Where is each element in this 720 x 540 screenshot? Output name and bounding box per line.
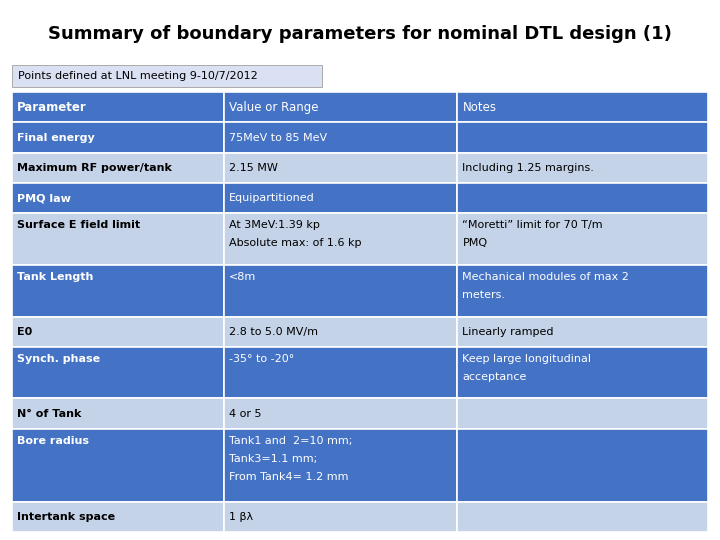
FancyBboxPatch shape	[457, 265, 708, 316]
Text: Bore radius: Bore radius	[17, 436, 89, 446]
Text: 75MeV to 85 MeV: 75MeV to 85 MeV	[229, 132, 328, 143]
Text: 4 or 5: 4 or 5	[229, 409, 262, 419]
Text: Including 1.25 margins.: Including 1.25 margins.	[462, 163, 594, 173]
Text: Linearly ramped: Linearly ramped	[462, 327, 554, 337]
FancyBboxPatch shape	[225, 265, 457, 316]
FancyBboxPatch shape	[457, 429, 708, 502]
Text: Final energy: Final energy	[17, 132, 95, 143]
Text: Equipartitioned: Equipartitioned	[229, 193, 315, 203]
FancyBboxPatch shape	[12, 92, 225, 123]
FancyBboxPatch shape	[12, 213, 225, 265]
FancyBboxPatch shape	[457, 347, 708, 399]
FancyBboxPatch shape	[12, 265, 225, 316]
FancyBboxPatch shape	[457, 92, 708, 123]
FancyBboxPatch shape	[225, 153, 457, 183]
FancyBboxPatch shape	[12, 502, 225, 532]
FancyBboxPatch shape	[225, 316, 457, 347]
FancyBboxPatch shape	[225, 123, 457, 153]
Text: 2.8 to 5.0 MV/m: 2.8 to 5.0 MV/m	[229, 327, 318, 337]
FancyBboxPatch shape	[12, 347, 225, 399]
Text: <8m: <8m	[229, 272, 256, 282]
Text: Tank Length: Tank Length	[17, 272, 94, 282]
Text: At 3MeV:1.39 kp
Absolute max: of 1.6 kp: At 3MeV:1.39 kp Absolute max: of 1.6 kp	[229, 220, 361, 248]
Text: Parameter: Parameter	[17, 100, 86, 114]
Text: Synch. phase: Synch. phase	[17, 354, 100, 364]
FancyBboxPatch shape	[457, 123, 708, 153]
FancyBboxPatch shape	[12, 65, 322, 87]
Text: Tank1 and  2=10 mm;
Tank3=1.1 mm;
From Tank4= 1.2 mm: Tank1 and 2=10 mm; Tank3=1.1 mm; From Ta…	[229, 436, 353, 482]
FancyBboxPatch shape	[457, 183, 708, 213]
FancyBboxPatch shape	[457, 399, 708, 429]
FancyBboxPatch shape	[12, 429, 225, 502]
FancyBboxPatch shape	[457, 153, 708, 183]
Text: Notes: Notes	[462, 100, 497, 114]
FancyBboxPatch shape	[225, 347, 457, 399]
FancyBboxPatch shape	[457, 213, 708, 265]
FancyBboxPatch shape	[225, 502, 457, 532]
FancyBboxPatch shape	[12, 183, 225, 213]
Text: Keep large longitudinal
acceptance: Keep large longitudinal acceptance	[462, 354, 591, 382]
FancyBboxPatch shape	[225, 429, 457, 502]
FancyBboxPatch shape	[12, 399, 225, 429]
Text: N° of Tank: N° of Tank	[17, 409, 81, 419]
Text: Summary of boundary parameters for nominal DTL design (1): Summary of boundary parameters for nomin…	[48, 25, 672, 43]
FancyBboxPatch shape	[225, 213, 457, 265]
Text: Surface E field limit: Surface E field limit	[17, 220, 140, 231]
Text: PMQ law: PMQ law	[17, 193, 71, 203]
FancyBboxPatch shape	[225, 183, 457, 213]
Text: Points defined at LNL meeting 9-10/7/2012: Points defined at LNL meeting 9-10/7/201…	[18, 71, 258, 81]
FancyBboxPatch shape	[225, 399, 457, 429]
Text: 2.15 MW: 2.15 MW	[229, 163, 278, 173]
FancyBboxPatch shape	[12, 123, 225, 153]
Text: E0: E0	[17, 327, 32, 337]
FancyBboxPatch shape	[12, 316, 225, 347]
Text: Mechanical modules of max 2
meters.: Mechanical modules of max 2 meters.	[462, 272, 629, 300]
FancyBboxPatch shape	[457, 316, 708, 347]
Text: Maximum RF power/tank: Maximum RF power/tank	[17, 163, 172, 173]
Text: -35° to -20°: -35° to -20°	[229, 354, 294, 364]
FancyBboxPatch shape	[457, 502, 708, 532]
Text: Value or Range: Value or Range	[229, 100, 319, 114]
FancyBboxPatch shape	[225, 92, 457, 123]
Text: “Moretti” limit for 70 T/m
PMQ: “Moretti” limit for 70 T/m PMQ	[462, 220, 603, 248]
Text: Intertank space: Intertank space	[17, 512, 115, 522]
Text: 1 βλ: 1 βλ	[229, 512, 253, 522]
FancyBboxPatch shape	[12, 153, 225, 183]
